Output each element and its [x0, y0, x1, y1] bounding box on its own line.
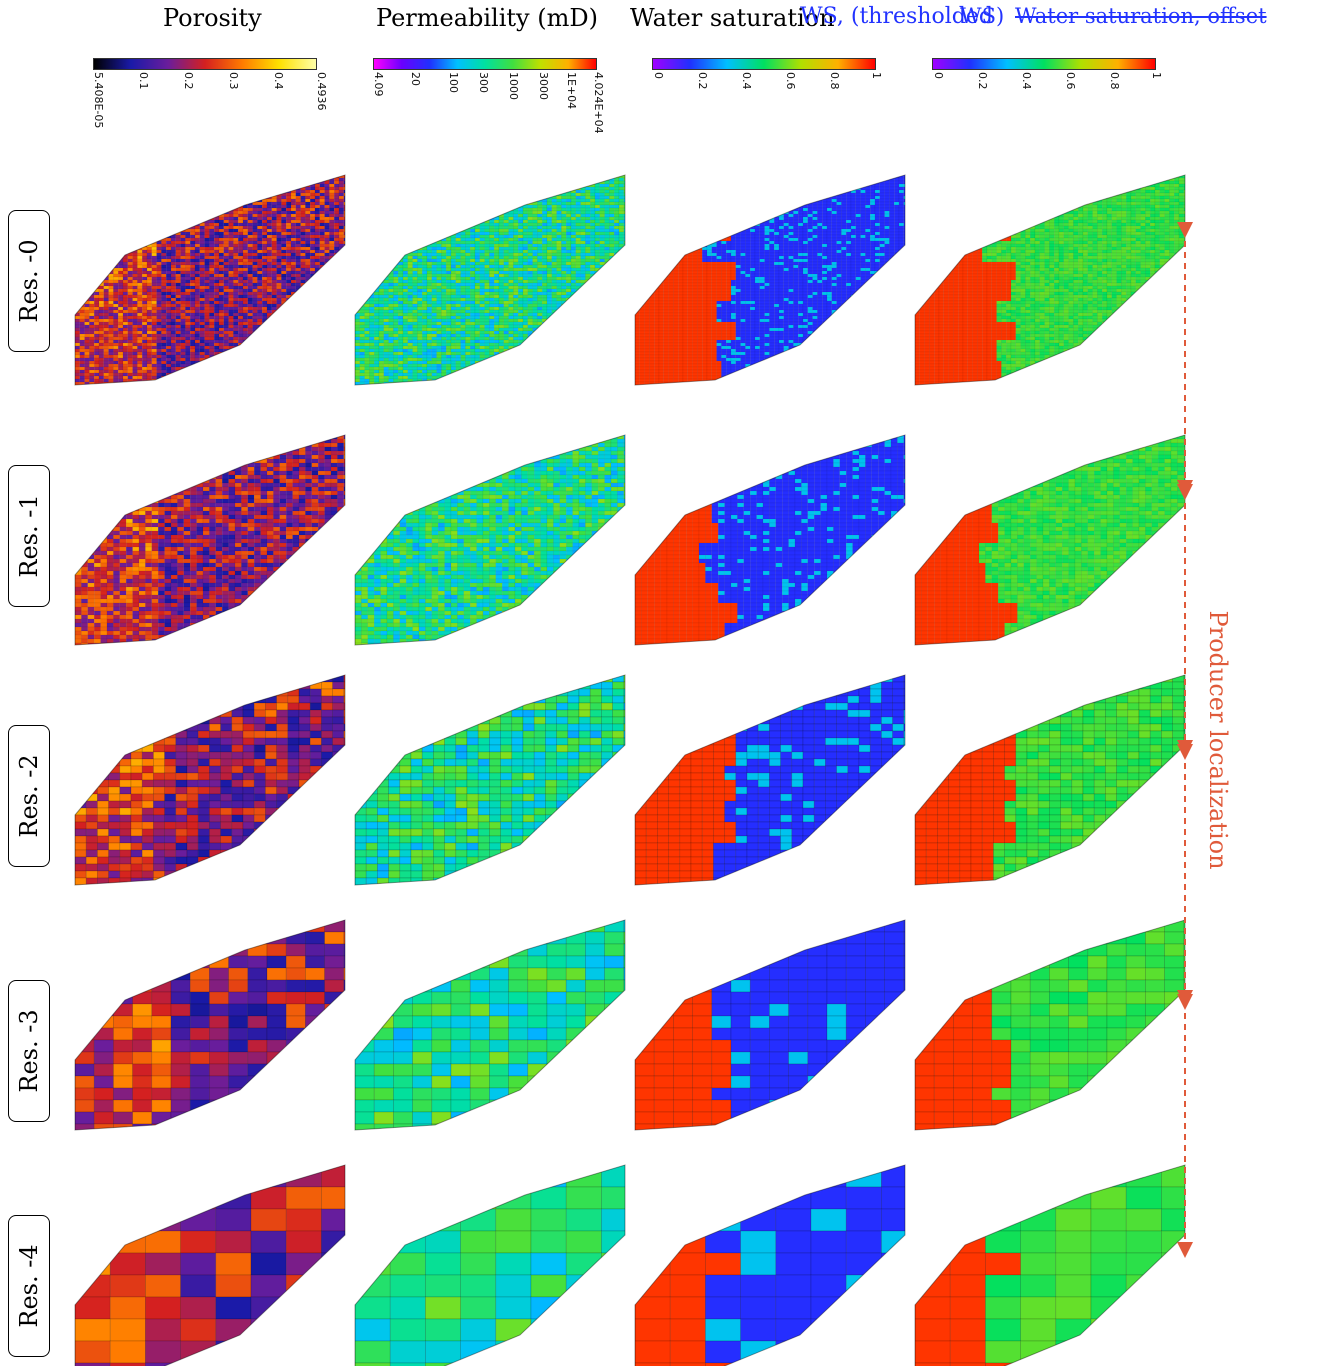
- reservoir-panel: [634, 174, 906, 386]
- overlay-title-ws-thresholded: WS, (thresholded: [800, 4, 993, 29]
- reservoir-panel: [354, 1164, 626, 1366]
- reservoir-panel: [914, 434, 1186, 646]
- saturation-colorbar: [652, 58, 876, 70]
- column-title-water-saturation: Water saturation: [630, 4, 835, 32]
- permeability-colorbar: [373, 58, 597, 70]
- row-label-res-1: Res. -1: [8, 465, 50, 607]
- reservoir-panel: [354, 674, 626, 886]
- reservoir-panel: [634, 674, 906, 886]
- reservoir-panel: [354, 174, 626, 386]
- reservoir-panel: [74, 434, 346, 646]
- reservoir-panel: [634, 919, 906, 1131]
- reservoir-panel: [74, 174, 346, 386]
- reservoir-panel: [634, 434, 906, 646]
- reservoir-panel: [354, 919, 626, 1131]
- reservoir-panel: [914, 1164, 1186, 1366]
- row-label-res-4: Res. -4: [8, 1215, 50, 1357]
- reservoir-panel: [914, 919, 1186, 1131]
- column-title-porosity: Porosity: [163, 4, 262, 32]
- reservoir-panel: [914, 174, 1186, 386]
- reservoir-panel: [634, 1164, 906, 1366]
- row-label-res-0: Res. -0: [8, 210, 50, 352]
- reservoir-panel: [74, 919, 346, 1131]
- porosity-colorbar: [93, 58, 317, 70]
- reservoir-panel: [74, 674, 346, 886]
- reservoir-panel: [74, 1164, 346, 1366]
- reservoir-panel: [354, 434, 626, 646]
- column-title-permeability: Permeability (mD): [376, 4, 598, 32]
- saturation-offset-colorbar: [932, 58, 1156, 70]
- row-label-res-3: Res. -3: [8, 980, 50, 1122]
- overlay-title-ws: WS): [960, 4, 1004, 28]
- overlay-title-offset: Water saturation, offset: [1015, 4, 1267, 28]
- producer-localization-arrows: [1177, 222, 1193, 1258]
- row-label-res-2: Res. -2: [8, 725, 50, 867]
- reservoir-panel: [914, 674, 1186, 886]
